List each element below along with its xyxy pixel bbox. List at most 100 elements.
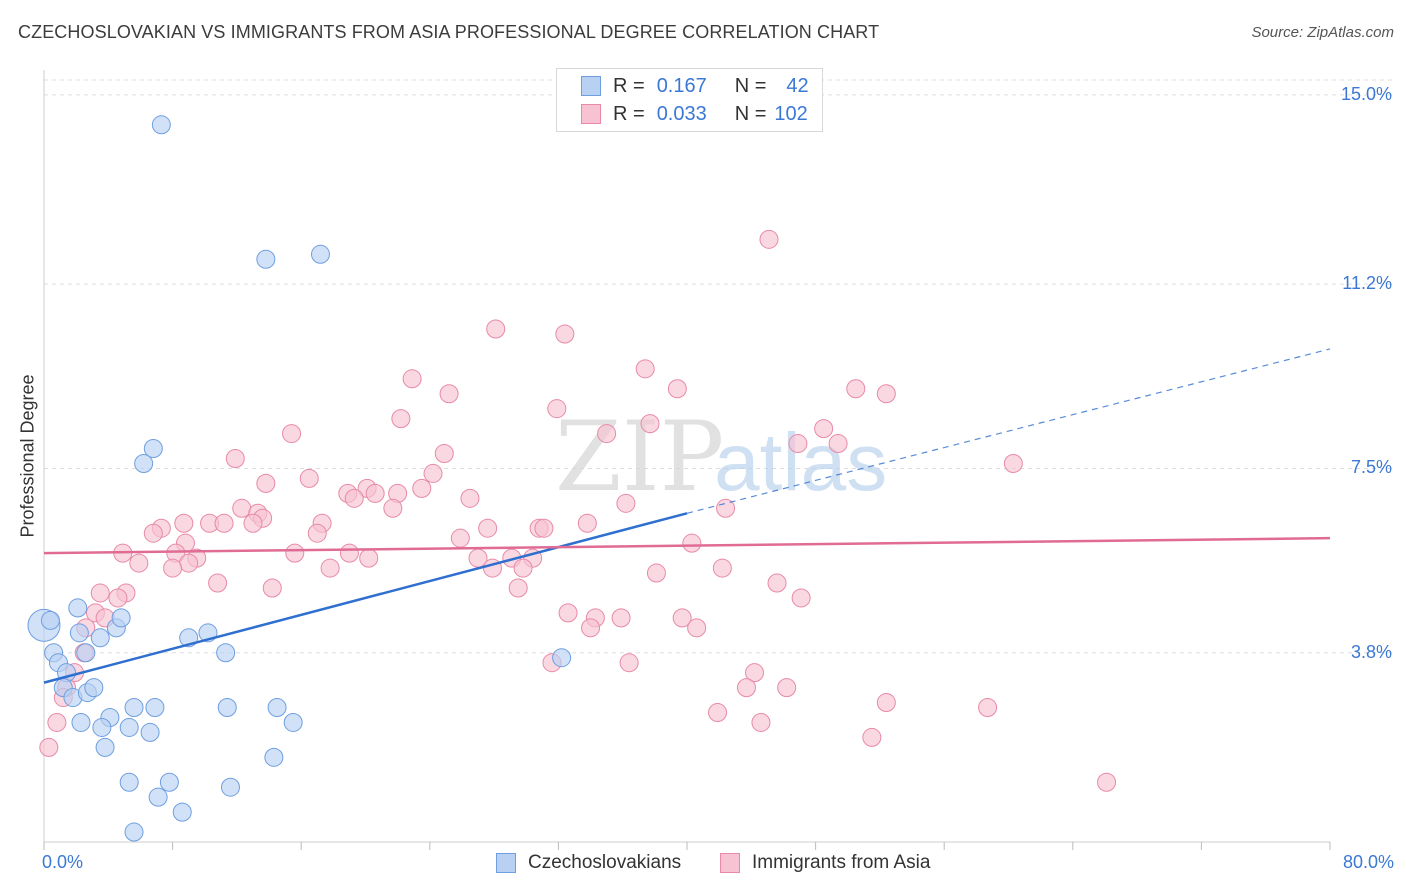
immigrants-from-asia-point [767,573,787,593]
y-tick-label: 11.2% [1342,273,1392,294]
immigrants-from-asia-point [383,498,403,518]
legend-n-value: 102 [774,102,808,125]
immigrants-from-asia-point [791,588,811,608]
immigrants-from-asia-point [751,712,771,732]
trendlines [43,348,1331,684]
chart-source: Source: ZipAtlas.com [1251,24,1394,41]
immigrants-from-asia-point [759,229,779,249]
immigrants-from-asia-point [423,463,443,483]
czechoslovakians-point [140,722,160,742]
immigrants-from-asia-point [391,409,411,429]
czechoslovakians-point [71,712,91,732]
stats-legend: R = 0.167 N = 42 R = 0.033 N = 102 [556,68,823,132]
immigrants-from-asia-point [320,558,340,578]
immigrants-from-asia-point [708,703,728,723]
immigrants-from-asia-point [39,737,59,757]
immigrants-from-asia-point [716,498,736,518]
immigrants-from-asia-point [635,359,655,379]
trendline-czechoslovakians [43,512,688,684]
immigrants-from-asia-point [978,698,998,718]
bottom-legend-label: Czechoslovakians [528,852,682,873]
immigrants-from-asia-point [640,414,660,434]
czechoslovakians-point [76,643,96,663]
immigrants-from-asia-point [214,513,234,533]
immigrants-from-asia-point [862,727,882,747]
immigrants-from-asia-point [434,444,454,464]
immigrants-from-asia-point [682,533,702,553]
immigrants-from-asia-point [402,369,422,389]
immigrants-from-asia-point [508,578,528,598]
axes [43,70,1331,850]
immigrants-from-asia-point [672,608,692,628]
immigrants-from-asia-point [581,618,601,638]
immigrants-from-asia-point [208,573,228,593]
immigrants-from-asia-point [616,493,636,513]
czechoslovakians-point [264,747,284,767]
y-tick-label: 7.5% [1350,457,1392,478]
czechoslovakians-point [119,772,139,792]
y-axis-label: Professional Degree [17,374,38,538]
immigrants-from-asia-point [299,468,319,488]
immigrants-from-asia-point [450,528,470,548]
legend-swatch-pink [581,104,601,124]
czechoslovakians-point [216,643,236,663]
trendline-czechoslovakians-extension [686,348,1331,514]
immigrants-from-asia-point [262,578,282,598]
czechoslovakians-point [69,623,89,643]
immigrants-from-asia-point [47,712,67,732]
legend-n-label: N = [734,102,767,125]
immigrants-from-asia-point [876,693,896,713]
immigrants-from-asia-point [478,518,498,538]
immigrants-from-asia-point [611,608,631,628]
immigrants-from-asia-point [307,523,327,543]
legend-r-label: R = [613,102,645,125]
legend-swatch-blue [581,76,601,96]
czechoslovakians-point [95,737,115,757]
immigrants-from-asia-point [129,553,149,573]
czechoslovakians-point [172,802,192,822]
czechoslovakians-point [283,712,303,732]
immigrants-from-asia-point [232,498,252,518]
immigrants-from-asia-point [486,319,506,339]
czechoslovakians-point [134,453,154,473]
czechoslovakians-point [124,698,144,718]
immigrants-from-asia-point [828,434,848,454]
czechoslovakians-point [148,787,168,807]
legend-n-value: 42 [786,74,809,97]
watermark: ZIP atlas [555,401,887,513]
watermark-zip: ZIP [555,401,724,513]
immigrants-from-asia-point [439,384,459,404]
immigrants-from-asia-point [359,548,379,568]
immigrants-from-asia-point [555,324,575,344]
watermark-atlas: atlas [714,417,887,508]
immigrants-from-asia-point [174,513,194,533]
immigrants-from-asia-point [619,653,639,673]
immigrants-from-asia-point [143,523,163,543]
immigrants-from-asia-point [597,424,617,444]
bottom-legend-swatch-blue [496,853,516,873]
y-tick-label: 15.0% [1340,83,1392,104]
immigrants-from-asia-point [460,488,480,508]
immigrants-from-asia-point [646,563,666,583]
immigrants-from-asia-point [534,518,554,538]
czechoslovakians-point [119,717,139,737]
immigrants-from-asia-point [344,488,364,508]
bottom-legend-swatch-pink [720,853,740,873]
immigrants-from-asia-point [108,588,128,608]
immigrants-from-asia-point [282,424,302,444]
immigrants-from-asia-point [179,553,199,573]
immigrants-from-asia-point [365,483,385,503]
bottom-legend-immigrants-from-asia: Immigrants from Asia [720,852,930,874]
immigrants-from-asia-point [163,558,183,578]
czechoslovakians-point [217,698,237,718]
immigrants-from-asia-point [225,448,245,468]
legend-r-label: R = [613,74,645,97]
immigrants-from-asia-point [412,478,432,498]
czechoslovakians-point [90,628,110,648]
czechoslovakians-point [84,678,104,698]
immigrants-from-asia-point [577,513,597,533]
legend-r-value: 0.033 [656,102,707,125]
czechoslovakians-point [220,777,240,797]
bottom-legend-czechoslovakians: Czechoslovakians [496,852,681,874]
